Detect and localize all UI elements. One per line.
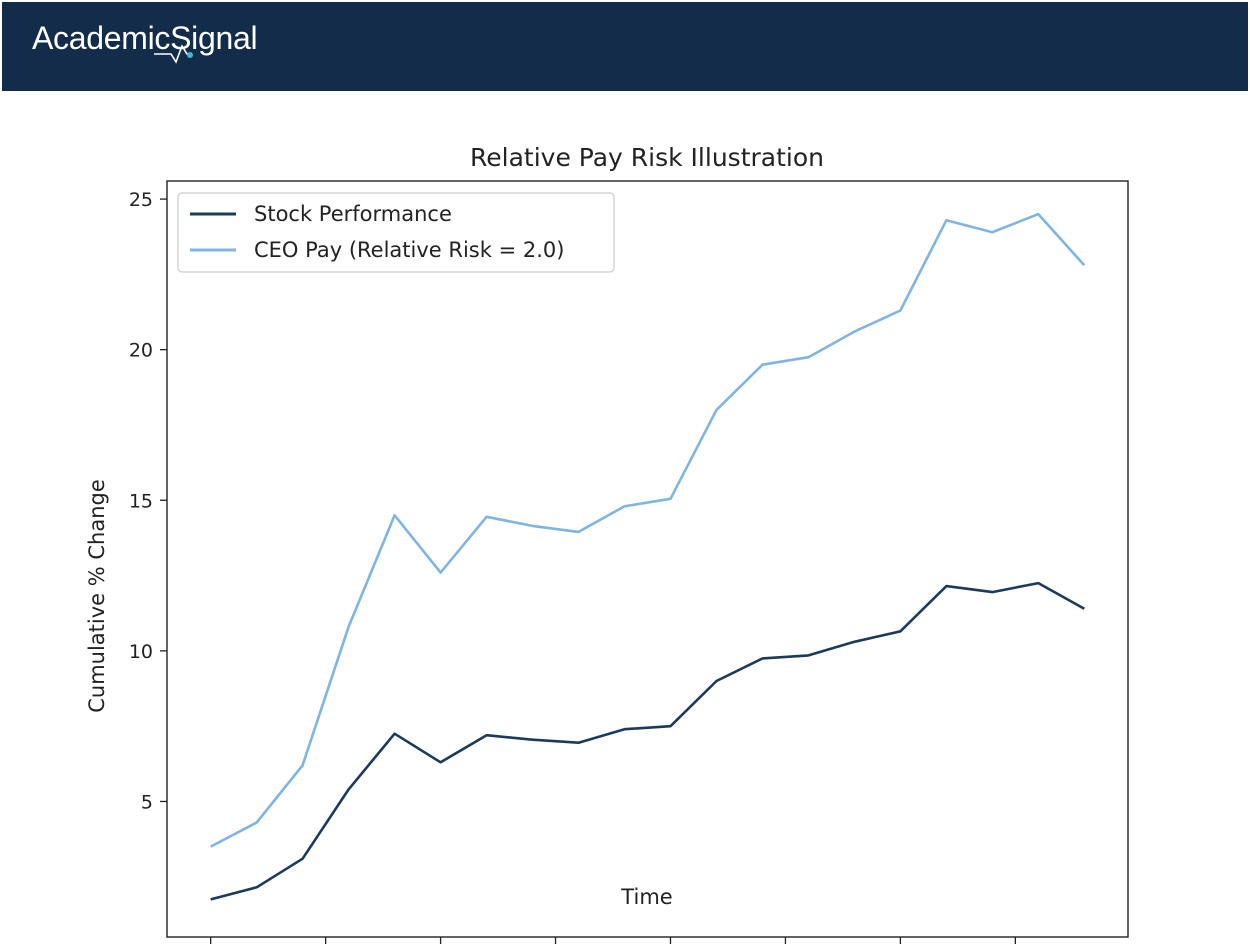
plot-frame bbox=[166, 180, 1129, 938]
y-tick-label: 15 bbox=[129, 490, 153, 512]
legend-label-stock-performance: Stock Performance bbox=[254, 202, 452, 226]
chart-area: Relative Pay Risk Illustration Time Cumu… bbox=[0, 100, 1250, 952]
chart-title: Relative Pay Risk Illustration bbox=[470, 143, 824, 172]
series-line-ceo-pay bbox=[210, 212, 1086, 848]
y-tick-label: 5 bbox=[141, 791, 153, 813]
y-tick-label: 20 bbox=[129, 340, 153, 362]
legend: Stock Performance CEO Pay (Relative Risk… bbox=[177, 192, 615, 273]
y-tick-label: 10 bbox=[129, 641, 153, 663]
pulse-icon bbox=[154, 44, 193, 64]
legend-label-ceo-pay: CEO Pay (Relative Risk = 2.0) bbox=[254, 238, 564, 262]
y-axis-label: Cumulative % Change bbox=[85, 479, 109, 713]
brand-logo[interactable]: AcademicSignal bbox=[32, 20, 258, 56]
x-axis-label: Time bbox=[620, 885, 672, 909]
top-bar: AcademicSignal bbox=[2, 2, 1248, 91]
series-line-stock-performance bbox=[210, 581, 1085, 901]
line-chart: Relative Pay Risk Illustration Time Cumu… bbox=[85, 143, 1129, 952]
y-tick-label: 25 bbox=[129, 189, 153, 211]
legend-frame bbox=[177, 192, 615, 273]
